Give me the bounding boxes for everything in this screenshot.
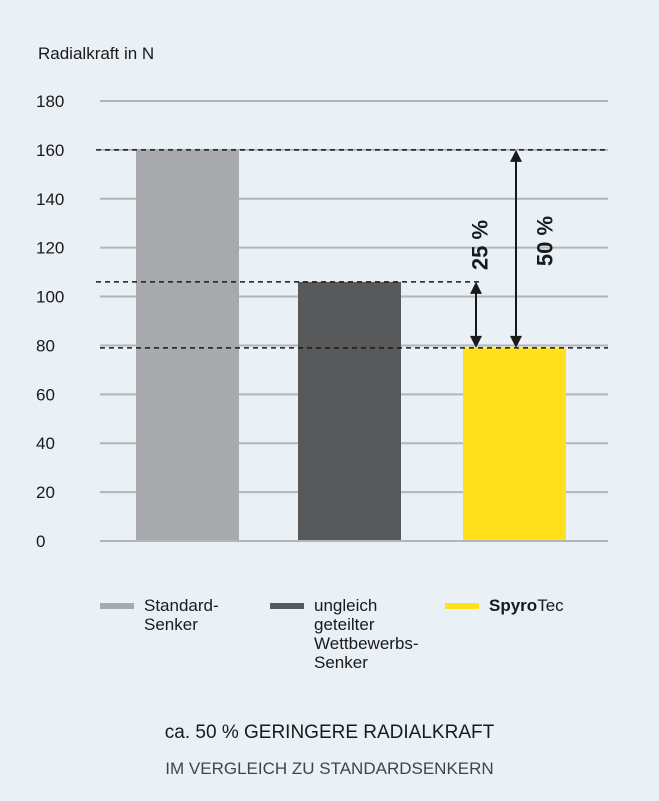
legend-label-spyrotec-bold: Spyro	[489, 596, 538, 615]
y-tick-label-80: 80	[36, 336, 55, 355]
legend-swatch-competitor	[270, 603, 304, 609]
y-tick-label-140: 140	[36, 190, 64, 209]
legend: Standard- Senker ungleich geteilter Wett…	[0, 596, 659, 696]
y-tick-label-160: 160	[36, 141, 64, 160]
y-tick-label-180: 180	[36, 92, 64, 111]
legend-item-spyrotec: SpyroTec	[445, 596, 564, 615]
legend-label-competitor: ungleich geteilter Wettbewerbs- Senker	[314, 596, 419, 672]
annotation-label-1: 50 %	[533, 216, 558, 266]
caption-subline: IM VERGLEICH ZU STANDARDSENKERN	[165, 759, 494, 778]
legend-swatch-spyrotec	[445, 603, 479, 609]
arrow-head-up-0	[470, 281, 482, 294]
arrow-head-up-1	[510, 149, 522, 162]
arrow-head-down-1	[510, 335, 522, 348]
y-tick-label-40: 40	[36, 434, 55, 453]
y-tick-label-20: 20	[36, 483, 55, 502]
bar-1	[298, 281, 401, 540]
legend-label-spyrotec-rest: Tec	[537, 596, 564, 615]
bar-2	[463, 347, 566, 540]
legend-label-standard: Standard- Senker	[144, 596, 219, 634]
legend-item-competitor: ungleich geteilter Wettbewerbs- Senker	[270, 596, 419, 672]
y-tick-label-100: 100	[36, 288, 64, 307]
y-tick-label-0: 0	[36, 532, 45, 551]
caption-headline: ca. 50 % GERINGERE RADIALKRAFT	[164, 722, 495, 743]
bar-chart: 180 160 140 120 100 80 60 40 20 0 25 % 50 %	[36, 92, 608, 551]
arrow-head-down-0	[470, 335, 482, 348]
y-tick-label-120: 120	[36, 239, 64, 258]
bar-0	[136, 149, 239, 540]
annotation-label-0: 25 %	[468, 220, 493, 270]
legend-item-standard: Standard- Senker	[100, 596, 219, 634]
y-tick-label-60: 60	[36, 385, 55, 404]
y-axis-label: Radialkraft in N	[38, 44, 155, 63]
legend-swatch-standard	[100, 603, 134, 609]
legend-label-spyrotec: SpyroTec	[489, 596, 564, 615]
